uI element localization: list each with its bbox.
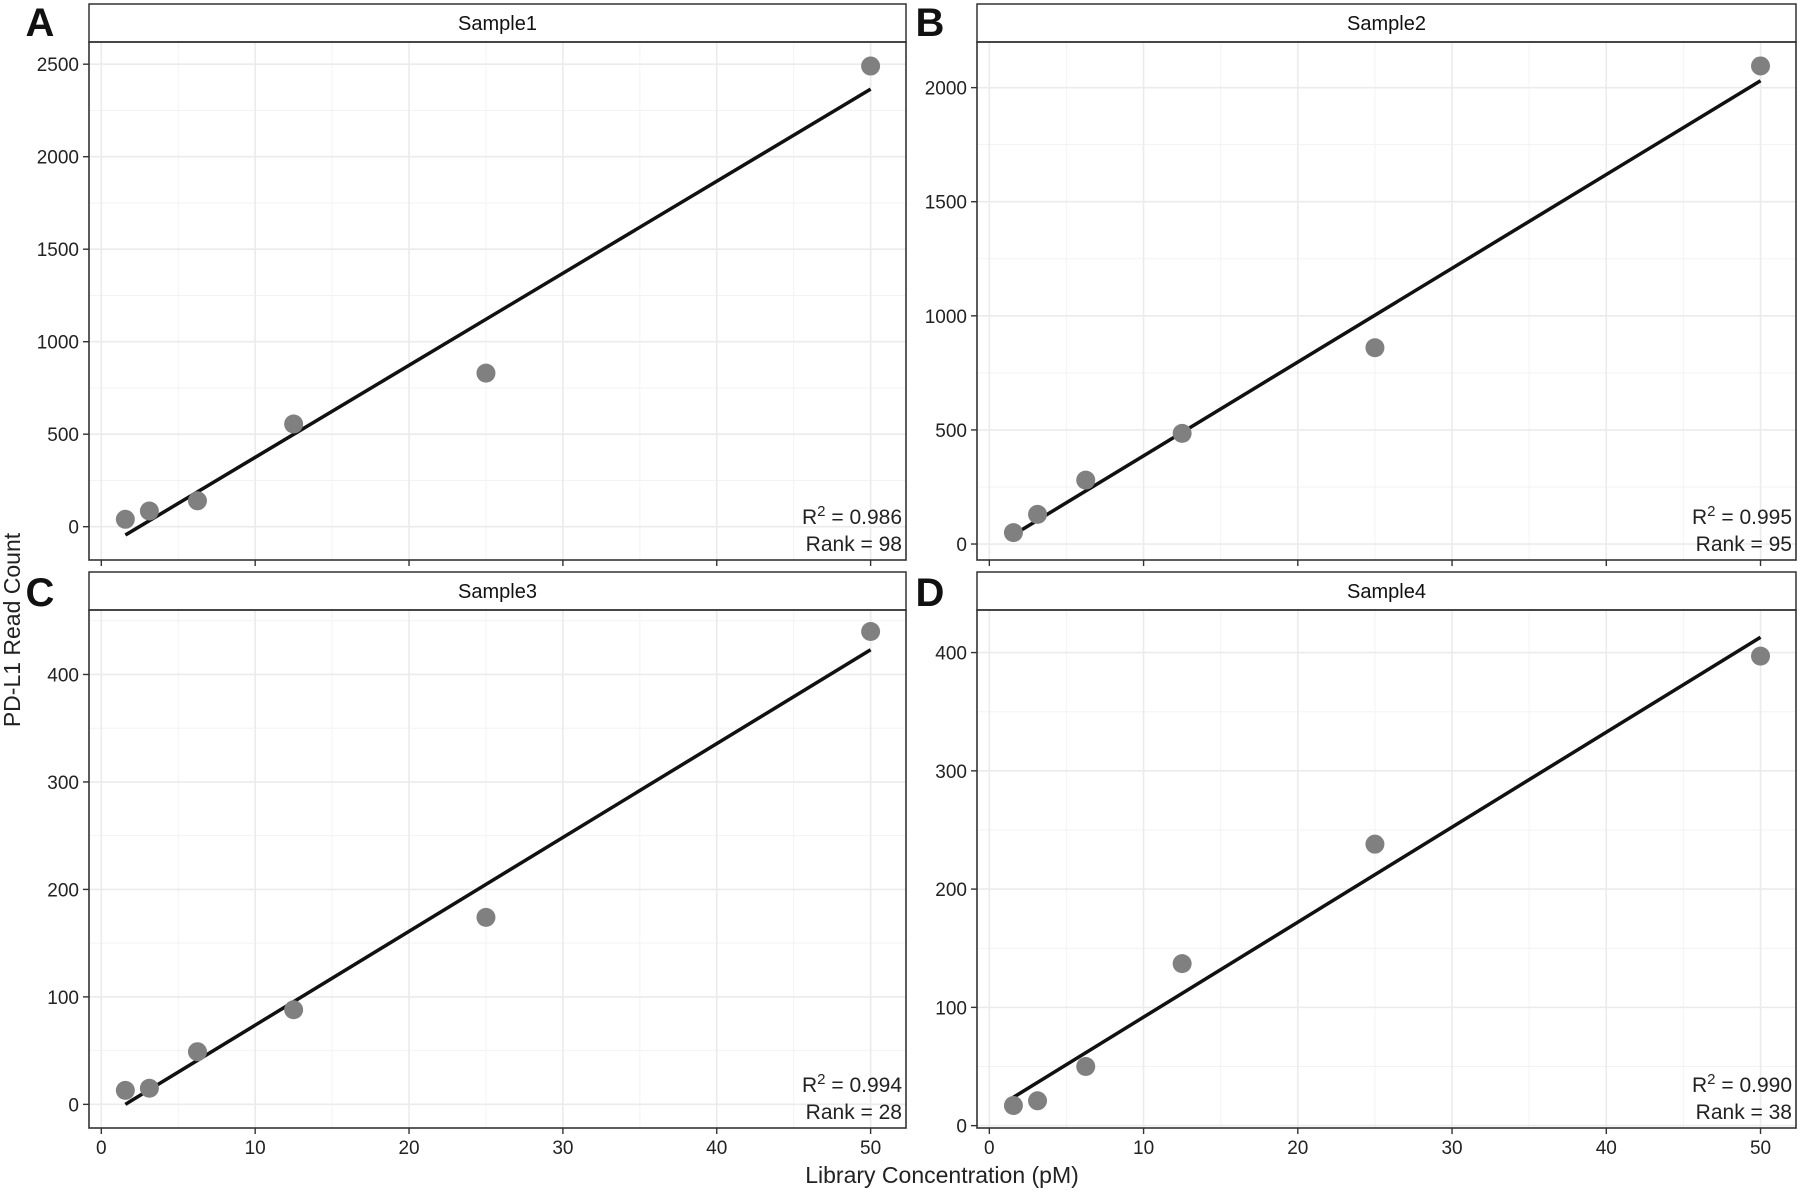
y-tick-label: 100 bbox=[47, 988, 79, 1009]
fit-line bbox=[124, 87, 872, 537]
y-tick-label: 300 bbox=[935, 762, 967, 783]
y-tick-label: 500 bbox=[47, 425, 79, 446]
x-tick-label: 20 bbox=[1287, 1138, 1308, 1159]
y-tick-label: 100 bbox=[935, 998, 967, 1019]
data-point bbox=[1751, 646, 1771, 666]
x-tick-label: 50 bbox=[1750, 1138, 1771, 1159]
y-tick-label: 2000 bbox=[925, 79, 967, 100]
r-squared-label: R2 = 0.986 bbox=[802, 503, 902, 529]
data-point bbox=[1003, 1096, 1023, 1116]
y-tick-label: 500 bbox=[935, 421, 967, 442]
data-point bbox=[115, 509, 135, 529]
data-point bbox=[1751, 56, 1771, 76]
y-tick-label: 0 bbox=[68, 1095, 79, 1116]
panel-b: Sample2B010203040500500100015002000R2 = … bbox=[916, 1, 1797, 591]
x-tick-label: 50 bbox=[860, 1138, 881, 1159]
panel-c: Sample3 C 0 10 20 30 40 50 0 100 200 300 400 R2 = 0.9… bbox=[26, 571, 907, 1159]
data-point bbox=[1172, 423, 1192, 443]
panel-border bbox=[88, 41, 907, 561]
panel-border bbox=[88, 609, 907, 1129]
y-tick-label: 2000 bbox=[37, 148, 79, 169]
y-tick-label: 1500 bbox=[925, 193, 967, 214]
x-tick-label: 0 bbox=[96, 1138, 107, 1159]
data-point bbox=[1076, 470, 1096, 490]
strip-header bbox=[976, 3, 1797, 43]
data-point bbox=[187, 491, 207, 511]
panel-letter: D bbox=[916, 571, 945, 615]
r-squared-label: R2 = 0.995 bbox=[1692, 503, 1792, 529]
y-tick-label: 200 bbox=[47, 880, 79, 901]
data-point bbox=[861, 56, 881, 76]
data-point bbox=[476, 363, 496, 383]
data-point bbox=[115, 1080, 135, 1100]
y-tick-label: 0 bbox=[956, 535, 967, 556]
data-point bbox=[1365, 834, 1385, 854]
y-tick-label: 400 bbox=[935, 644, 967, 665]
strip-label: Sample4 bbox=[1347, 581, 1426, 603]
panel-d: Sample4 D 0 10 20 30 40 50 0 100 200 300 400 R2 = 0.9… bbox=[916, 571, 1797, 1159]
panel-letter: A bbox=[26, 1, 55, 45]
panel-border bbox=[976, 609, 1797, 1129]
rank-label: Rank = 98 bbox=[806, 533, 902, 556]
x-tick-label: 0 bbox=[984, 1138, 995, 1159]
data-point bbox=[1172, 954, 1192, 974]
data-point bbox=[1028, 1091, 1048, 1111]
rank-label: Rank = 28 bbox=[806, 1101, 902, 1124]
x-axis-title: Library Concentration (pM) bbox=[805, 1162, 1079, 1188]
x-tick-label: 30 bbox=[552, 1138, 573, 1159]
y-tick-label: 0 bbox=[68, 518, 79, 539]
strip-label: Sample2 bbox=[1347, 13, 1426, 35]
data-point bbox=[1365, 338, 1385, 358]
strip-header bbox=[88, 571, 907, 611]
data-point bbox=[1003, 523, 1023, 543]
fit-line bbox=[1012, 635, 1762, 1099]
data-point bbox=[284, 414, 304, 434]
panel-letter: B bbox=[916, 1, 945, 45]
y-tick-label: 1500 bbox=[37, 240, 79, 261]
x-tick-label: 20 bbox=[398, 1138, 419, 1159]
x-tick-label: 10 bbox=[245, 1138, 266, 1159]
y-tick-label: 300 bbox=[47, 773, 79, 794]
panel-letter: C bbox=[26, 571, 55, 615]
data-point bbox=[476, 907, 496, 927]
r-squared-label: R2 = 0.994 bbox=[802, 1071, 902, 1097]
r-squared-label: R2 = 0.990 bbox=[1692, 1071, 1792, 1097]
data-point bbox=[1028, 504, 1048, 524]
y-tick-label: 2500 bbox=[37, 55, 79, 76]
x-tick-label: 30 bbox=[1441, 1138, 1462, 1159]
data-point bbox=[861, 621, 881, 641]
panel-border bbox=[976, 41, 1797, 561]
x-tick-label: 40 bbox=[706, 1138, 727, 1159]
data-point bbox=[139, 501, 159, 521]
strip-header bbox=[976, 571, 1797, 611]
panels: Sample1A0102030405005001000150020002500R… bbox=[26, 1, 1797, 1159]
y-tick-label: 200 bbox=[935, 880, 967, 901]
x-tick-label: 40 bbox=[1596, 1138, 1617, 1159]
data-point bbox=[284, 1000, 304, 1020]
data-point bbox=[139, 1078, 159, 1098]
data-point bbox=[1076, 1057, 1096, 1077]
rank-label: Rank = 38 bbox=[1696, 1101, 1792, 1124]
strip-header bbox=[88, 3, 907, 43]
strip-label: Sample1 bbox=[458, 13, 537, 35]
y-tick-label: 1000 bbox=[925, 307, 967, 328]
panel-a: Sample1A0102030405005001000150020002500R… bbox=[26, 1, 907, 591]
y-tick-label: 400 bbox=[47, 665, 79, 686]
data-point bbox=[187, 1042, 207, 1062]
y-tick-label: 1000 bbox=[37, 333, 79, 354]
fit-line bbox=[1012, 79, 1762, 537]
x-tick-label: 10 bbox=[1133, 1138, 1154, 1159]
rank-label: Rank = 95 bbox=[1696, 533, 1792, 556]
y-axis-title: PD-L1 Read Count bbox=[0, 532, 25, 727]
strip-label: Sample3 bbox=[458, 581, 537, 603]
fit-line bbox=[124, 648, 872, 1106]
y-tick-label: 0 bbox=[956, 1117, 967, 1138]
